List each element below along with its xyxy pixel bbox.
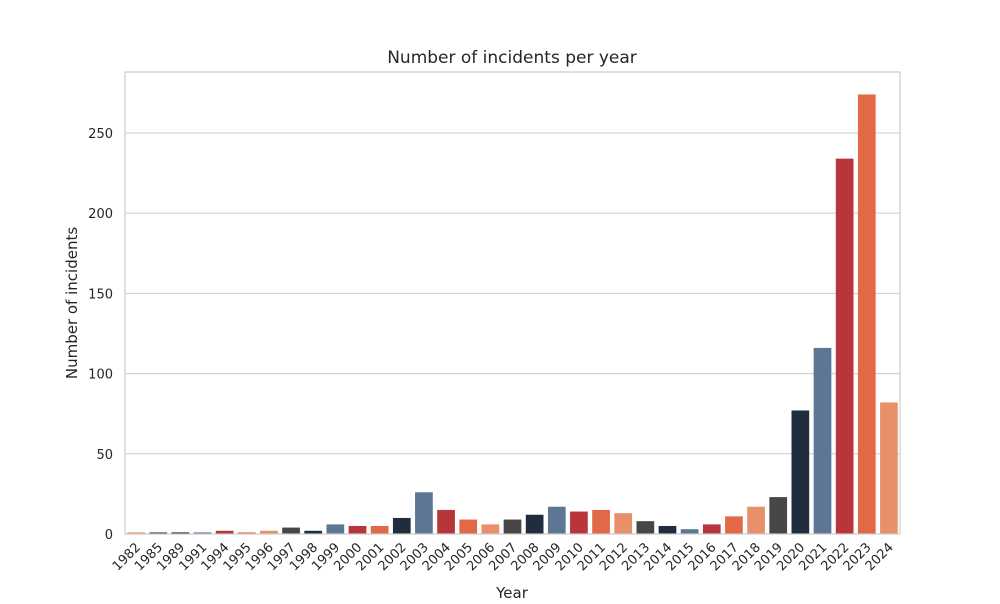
bar-2010 [570,511,588,534]
y-tick-labels: 0 50 100 150 200 250 [88,127,113,543]
bar-1999 [326,524,345,535]
chart-title: Number of incidents per year [387,48,637,68]
y-tick-label: 100 [88,368,113,383]
bar-2017 [725,516,743,534]
bar-2015 [680,529,699,534]
bar-2018 [747,506,765,534]
y-axis-label: Number of incidents [63,227,81,379]
bar-2006 [481,524,500,535]
bar-2021 [813,347,832,534]
y-tick-label: 150 [88,287,113,302]
bar-2009 [547,506,566,534]
x-tick-labels: 1982198519891991199419951996199719981999… [110,540,897,574]
bar-2001 [370,525,389,534]
y-tick-label: 250 [88,127,113,142]
bar-2007 [503,519,522,534]
gridlines [125,132,900,535]
bar-1985 [149,532,168,534]
bar-2011 [592,509,610,534]
plot-frame [124,71,901,535]
bars [127,94,898,535]
bar-2012 [614,513,633,534]
bar-2002 [392,517,411,534]
bar-1991 [193,532,212,534]
bar-1982 [127,532,145,534]
bar-1994 [215,530,234,534]
bar-2000 [348,525,367,534]
bar-2020 [791,410,810,534]
x-axis-label: Year [495,584,529,600]
bar-2023 [857,94,876,535]
bar-2022 [835,158,854,535]
y-tick-label: 200 [88,207,113,222]
bar-2003 [415,492,433,534]
bar-2019 [769,497,788,534]
bar-2024 [880,402,898,534]
bar-2016 [702,524,721,535]
bar-1998 [304,530,323,534]
bar-1989 [171,532,190,534]
bar-1996 [260,530,278,534]
bar-2008 [525,514,544,534]
bar-2013 [636,521,655,534]
bar-1995 [237,532,256,534]
bar-2014 [658,525,677,534]
y-tick-label: 50 [96,448,113,463]
bar-1997 [282,527,300,534]
bar-2004 [437,509,455,534]
bar-2005 [459,519,478,534]
y-tick-label: 0 [105,528,113,543]
